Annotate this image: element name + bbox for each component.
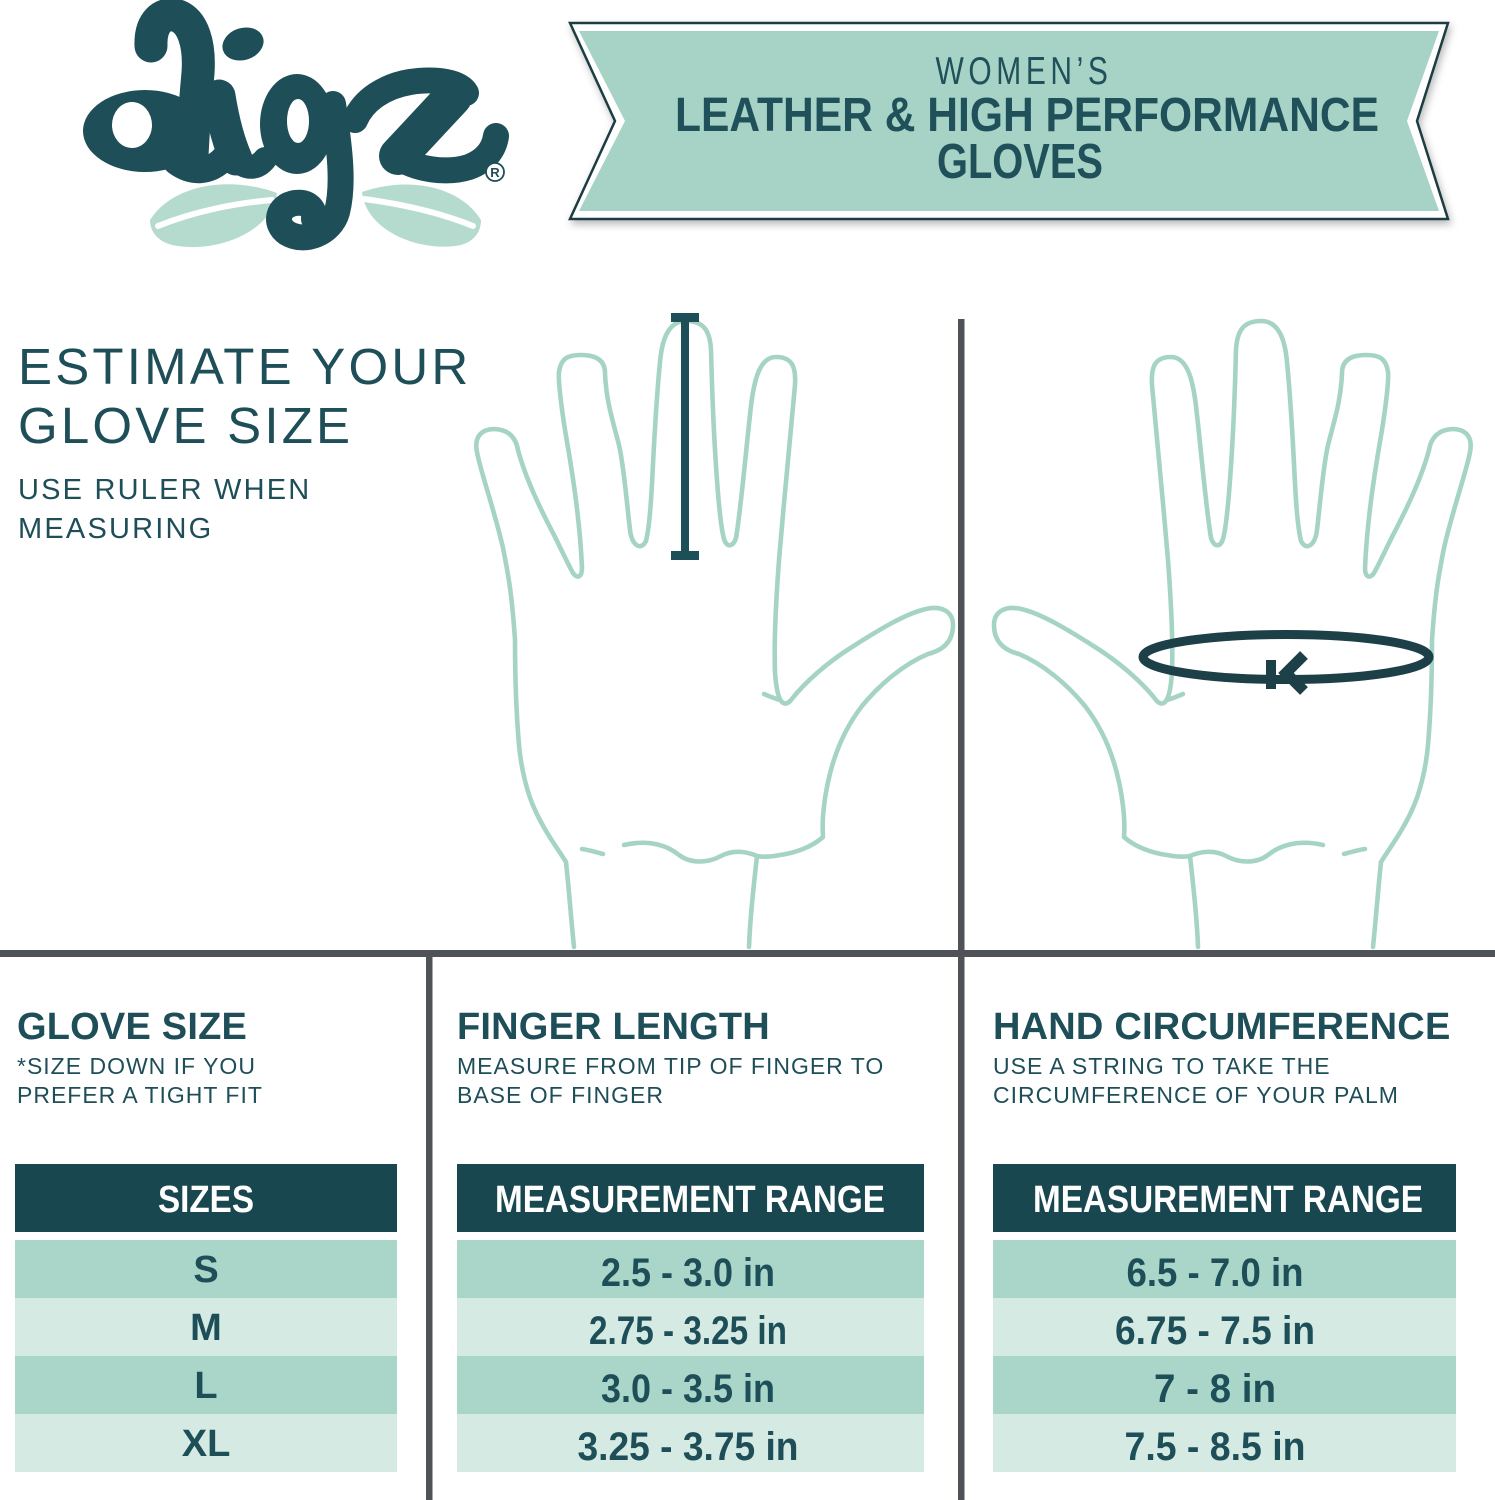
svg-text:2.5 - 3.0 in: 2.5 - 3.0 in xyxy=(601,1251,775,1295)
svg-text:MEASURING: MEASURING xyxy=(18,513,213,545)
svg-text:WOMEN’S: WOMEN’S xyxy=(936,50,1113,93)
svg-text:M: M xyxy=(190,1307,222,1349)
svg-text:SIZES: SIZES xyxy=(158,1179,254,1221)
svg-text:USE RULER WHEN: USE RULER WHEN xyxy=(18,474,311,506)
svg-text:6.5 - 7.0 in: 6.5 - 7.0 in xyxy=(1127,1251,1304,1295)
svg-text:MEASURE FROM TIP OF FINGER TO: MEASURE FROM TIP OF FINGER TO xyxy=(457,1053,884,1079)
svg-text:HAND CIRCUMFERENCE: HAND CIRCUMFERENCE xyxy=(993,1006,1451,1048)
svg-text:3.25 - 3.75 in: 3.25 - 3.75 in xyxy=(578,1425,799,1469)
svg-text:FINGER LENGTH: FINGER LENGTH xyxy=(457,1006,770,1048)
svg-text:GLOVES: GLOVES xyxy=(937,135,1103,189)
svg-text:ESTIMATE YOUR: ESTIMATE YOUR xyxy=(18,338,471,395)
svg-text:MEASUREMENT RANGE: MEASUREMENT RANGE xyxy=(1033,1179,1423,1221)
svg-text:S: S xyxy=(193,1249,218,1291)
svg-text:GLOVE SIZE: GLOVE SIZE xyxy=(17,1006,247,1048)
svg-text:XL: XL xyxy=(182,1423,231,1465)
svg-text:3.0 - 3.5 in: 3.0 - 3.5 in xyxy=(601,1367,775,1411)
svg-text:CIRCUMFERENCE OF YOUR PALM: CIRCUMFERENCE OF YOUR PALM xyxy=(993,1082,1399,1108)
svg-text:7 - 8 in: 7 - 8 in xyxy=(1154,1367,1276,1411)
svg-text:MEASUREMENT RANGE: MEASUREMENT RANGE xyxy=(495,1179,885,1221)
svg-text:2.75 - 3.25 in: 2.75 - 3.25 in xyxy=(589,1309,787,1353)
svg-text:R: R xyxy=(490,165,500,180)
svg-text:*SIZE DOWN IF YOU: *SIZE DOWN IF YOU xyxy=(17,1053,256,1079)
svg-text:L: L xyxy=(194,1365,217,1407)
svg-text:7.5 - 8.5 in: 7.5 - 8.5 in xyxy=(1125,1425,1306,1469)
svg-text:LEATHER & HIGH PERFORMANCE: LEATHER & HIGH PERFORMANCE xyxy=(675,89,1379,142)
svg-text:BASE OF FINGER: BASE OF FINGER xyxy=(457,1082,664,1108)
svg-text:USE A STRING TO TAKE THE: USE A STRING TO TAKE THE xyxy=(993,1053,1331,1079)
svg-text:6.75 - 7.5 in: 6.75 - 7.5 in xyxy=(1115,1309,1315,1353)
svg-text:GLOVE SIZE: GLOVE SIZE xyxy=(18,397,353,454)
svg-text:PREFER A TIGHT FIT: PREFER A TIGHT FIT xyxy=(17,1082,263,1108)
